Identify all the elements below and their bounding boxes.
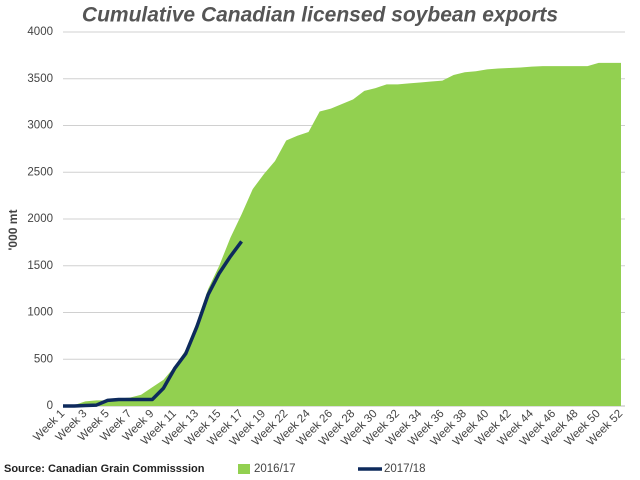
y-tick-label: 1000 <box>27 307 53 319</box>
y-tick-label: 1500 <box>27 260 53 272</box>
legend-swatch <box>238 464 250 474</box>
line <box>63 240 243 408</box>
area <box>63 62 621 406</box>
y-tick-label: 2000 <box>27 213 53 225</box>
y-tick-label: 4000 <box>27 26 53 38</box>
y-axis-label: '000 mt <box>6 210 20 251</box>
y-tick-label: 3500 <box>27 73 53 85</box>
y-tick-label: 2500 <box>27 166 53 178</box>
legend-label: 2017/18 <box>384 463 426 475</box>
y-tick-label: 500 <box>34 353 53 365</box>
chart-title: Cumulative Canadian licensed soybean exp… <box>82 4 558 27</box>
y-tick-label: 0 <box>47 400 53 412</box>
y-tick-label: 3000 <box>27 120 53 132</box>
legend-label: 2016/17 <box>254 463 296 475</box>
source: Source: Canadian Grain Commisssion <box>4 463 205 475</box>
